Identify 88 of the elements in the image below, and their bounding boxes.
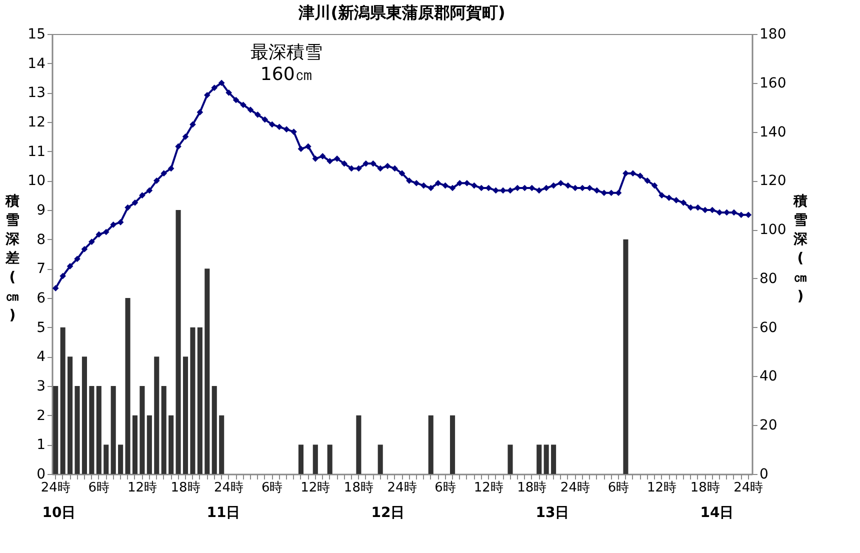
x-tick-label: 6時 bbox=[88, 480, 110, 496]
y2-tick-label: 120 bbox=[760, 173, 786, 190]
bar bbox=[60, 327, 66, 474]
text: 10日 bbox=[42, 505, 76, 521]
bar bbox=[146, 415, 152, 474]
x-tick-label: 24時 bbox=[734, 480, 764, 496]
x-tick-label: 6時 bbox=[434, 480, 456, 496]
bar bbox=[312, 444, 318, 474]
bar bbox=[125, 298, 130, 474]
x-tick-label: 12時 bbox=[474, 480, 504, 496]
y-tick-label: 10 bbox=[28, 173, 46, 190]
bar bbox=[356, 415, 362, 474]
y2-tick-label: 160 bbox=[760, 75, 786, 92]
bar bbox=[197, 327, 202, 474]
bar bbox=[74, 386, 80, 474]
y2-tick-label: 20 bbox=[760, 418, 778, 434]
bar bbox=[536, 444, 542, 474]
bar bbox=[168, 415, 174, 474]
y2-tick-label: 60 bbox=[760, 320, 778, 336]
x-tick-label: 18時 bbox=[517, 480, 547, 496]
y-axis-title: 積雪深差(㎝) bbox=[4, 194, 20, 324]
x-tick-label: 18時 bbox=[344, 480, 374, 496]
bar bbox=[378, 444, 383, 474]
bar bbox=[68, 356, 73, 474]
chart-title: 津川(新潟県東蒲原郡阿賀町) bbox=[298, 3, 506, 22]
bar bbox=[53, 386, 58, 474]
y-tick-label: 2 bbox=[36, 408, 46, 424]
x-tick-label: 12時 bbox=[647, 480, 677, 496]
y-tick-label: 4 bbox=[36, 349, 46, 366]
y2-axis-title: 積雪深(㎝) bbox=[792, 194, 808, 304]
y-tick-label: 14 bbox=[28, 56, 46, 72]
y2-tick-label: 140 bbox=[760, 124, 786, 140]
y-tick-label: 7 bbox=[36, 261, 46, 278]
y-tick-label: 8 bbox=[36, 232, 46, 248]
y-tick-label: 13 bbox=[28, 85, 46, 102]
annotation: 最深積雪 160㎝ bbox=[250, 42, 323, 85]
y-tick-label: 12 bbox=[28, 114, 46, 130]
bar bbox=[182, 356, 188, 474]
bar bbox=[204, 268, 210, 474]
bar bbox=[428, 415, 434, 474]
bar bbox=[551, 444, 556, 474]
y-tick-label: 5 bbox=[36, 320, 46, 336]
bar bbox=[298, 444, 304, 474]
x-tick-label: 6時 bbox=[608, 480, 630, 496]
y-tick-label: 6 bbox=[36, 290, 46, 306]
bar bbox=[327, 444, 332, 474]
y2-tick-label: 0 bbox=[760, 466, 768, 482]
x-tick-label: 24時 bbox=[40, 480, 70, 496]
bar bbox=[161, 386, 166, 474]
bar bbox=[89, 386, 94, 474]
y2-tick-label: 100 bbox=[760, 222, 786, 238]
bar bbox=[140, 386, 145, 474]
text: 12日 bbox=[371, 505, 405, 521]
x-tick-label: 24時 bbox=[214, 480, 244, 496]
bar bbox=[176, 210, 181, 474]
bar bbox=[110, 386, 116, 474]
bar bbox=[118, 444, 124, 474]
y-tick-label: 0 bbox=[36, 466, 46, 482]
x-tick-label: 12時 bbox=[300, 480, 330, 496]
x-tick-label: 12時 bbox=[127, 480, 157, 496]
x-tick-label: 18時 bbox=[690, 480, 720, 496]
x-tick-label: 24時 bbox=[387, 480, 417, 496]
bar bbox=[154, 356, 160, 474]
x-tick-label: 18時 bbox=[170, 480, 200, 496]
bar bbox=[132, 415, 138, 474]
y-tick-label: 11 bbox=[28, 144, 46, 160]
y2-tick-label: 180 bbox=[760, 26, 786, 42]
y-tick-label: 15 bbox=[28, 26, 46, 42]
text: 14日 bbox=[700, 505, 734, 521]
bar bbox=[219, 415, 224, 474]
text: 13日 bbox=[536, 505, 570, 521]
bar bbox=[450, 415, 456, 474]
bar bbox=[96, 386, 102, 474]
bar bbox=[623, 239, 628, 474]
bar bbox=[104, 444, 109, 474]
bar bbox=[82, 356, 87, 474]
y2-tick-label: 80 bbox=[760, 270, 778, 287]
y-tick-label: 3 bbox=[36, 378, 46, 394]
y-tick-label: 1 bbox=[36, 437, 46, 454]
x-tick-label: 6時 bbox=[261, 480, 283, 496]
text: 11日 bbox=[206, 505, 240, 521]
y-tick-label: 9 bbox=[36, 202, 46, 218]
bar bbox=[544, 444, 549, 474]
x-tick-label: 24時 bbox=[560, 480, 590, 496]
bar bbox=[212, 386, 217, 474]
bar bbox=[508, 444, 513, 474]
bar bbox=[190, 327, 196, 474]
y2-tick-label: 40 bbox=[760, 368, 778, 385]
